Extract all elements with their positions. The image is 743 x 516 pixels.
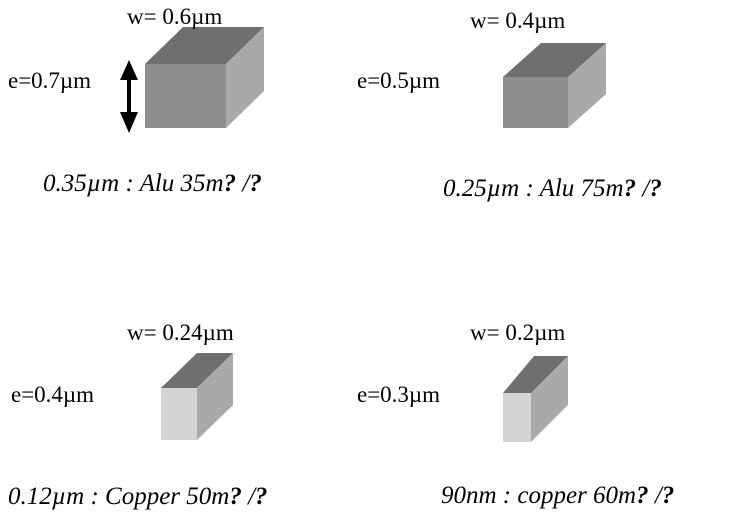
node-caption: 0.12µm : Copper 50m? /? <box>8 484 268 509</box>
wire-block-035 <box>145 27 264 128</box>
block-top-face <box>161 353 233 388</box>
caption-separator: / <box>636 175 650 202</box>
block-side-face <box>531 356 568 442</box>
block-top-face <box>145 27 264 64</box>
node-caption: 90nm : copper 60m? /? <box>441 483 674 508</box>
width-label: w= 0.2µm <box>470 320 566 345</box>
caption-text: 0.35µm : Alu 35m <box>43 170 224 197</box>
caption-symbol: ? <box>623 175 637 202</box>
caption-symbol: ? <box>249 170 262 197</box>
wire-block-012 <box>161 353 233 440</box>
width-label: w= 0.6µm <box>127 4 223 29</box>
block-front-face <box>503 77 568 128</box>
block-side-face <box>568 43 606 128</box>
width-label: w= 0.4µm <box>470 8 566 33</box>
caption-symbol: ? <box>661 482 675 509</box>
caption-separator: / <box>236 170 250 197</box>
block-front-face <box>161 388 197 440</box>
wire-block-90nm <box>503 356 568 442</box>
thickness-label: e=0.4µm <box>11 382 95 407</box>
caption-symbol: ? <box>255 483 268 510</box>
caption-text: 0.25µm : Alu 75m <box>443 175 624 202</box>
block-front-face <box>503 393 531 442</box>
block-side-face <box>226 27 264 128</box>
caption-symbol: ? <box>229 483 242 510</box>
wire-block-025 <box>503 43 606 128</box>
thickness-label: e=0.5µm <box>357 68 441 93</box>
caption-symbol: ? <box>223 170 237 197</box>
caption-text: 90nm : copper 60m <box>441 482 637 509</box>
caption-separator: / <box>241 483 256 510</box>
thickness-label: e=0.7µm <box>8 68 92 93</box>
block-front-face <box>145 64 226 128</box>
thickness-label: e=0.3µm <box>357 382 441 407</box>
caption-symbol: ? <box>649 175 662 202</box>
block-top-face <box>503 43 606 77</box>
caption-separator: / <box>648 482 662 509</box>
caption-symbol: ? <box>636 482 649 509</box>
width-label: w= 0.24µm <box>127 320 234 345</box>
caption-text: 0.12µm : Copper 50m <box>8 483 230 510</box>
node-caption: 0.35µm : Alu 35m? /? <box>43 171 262 196</box>
block-top-face <box>503 356 568 393</box>
thickness-arrow-icon <box>120 60 138 133</box>
block-side-face <box>197 353 233 440</box>
node-caption: 0.25µm : Alu 75m? /? <box>443 176 662 201</box>
